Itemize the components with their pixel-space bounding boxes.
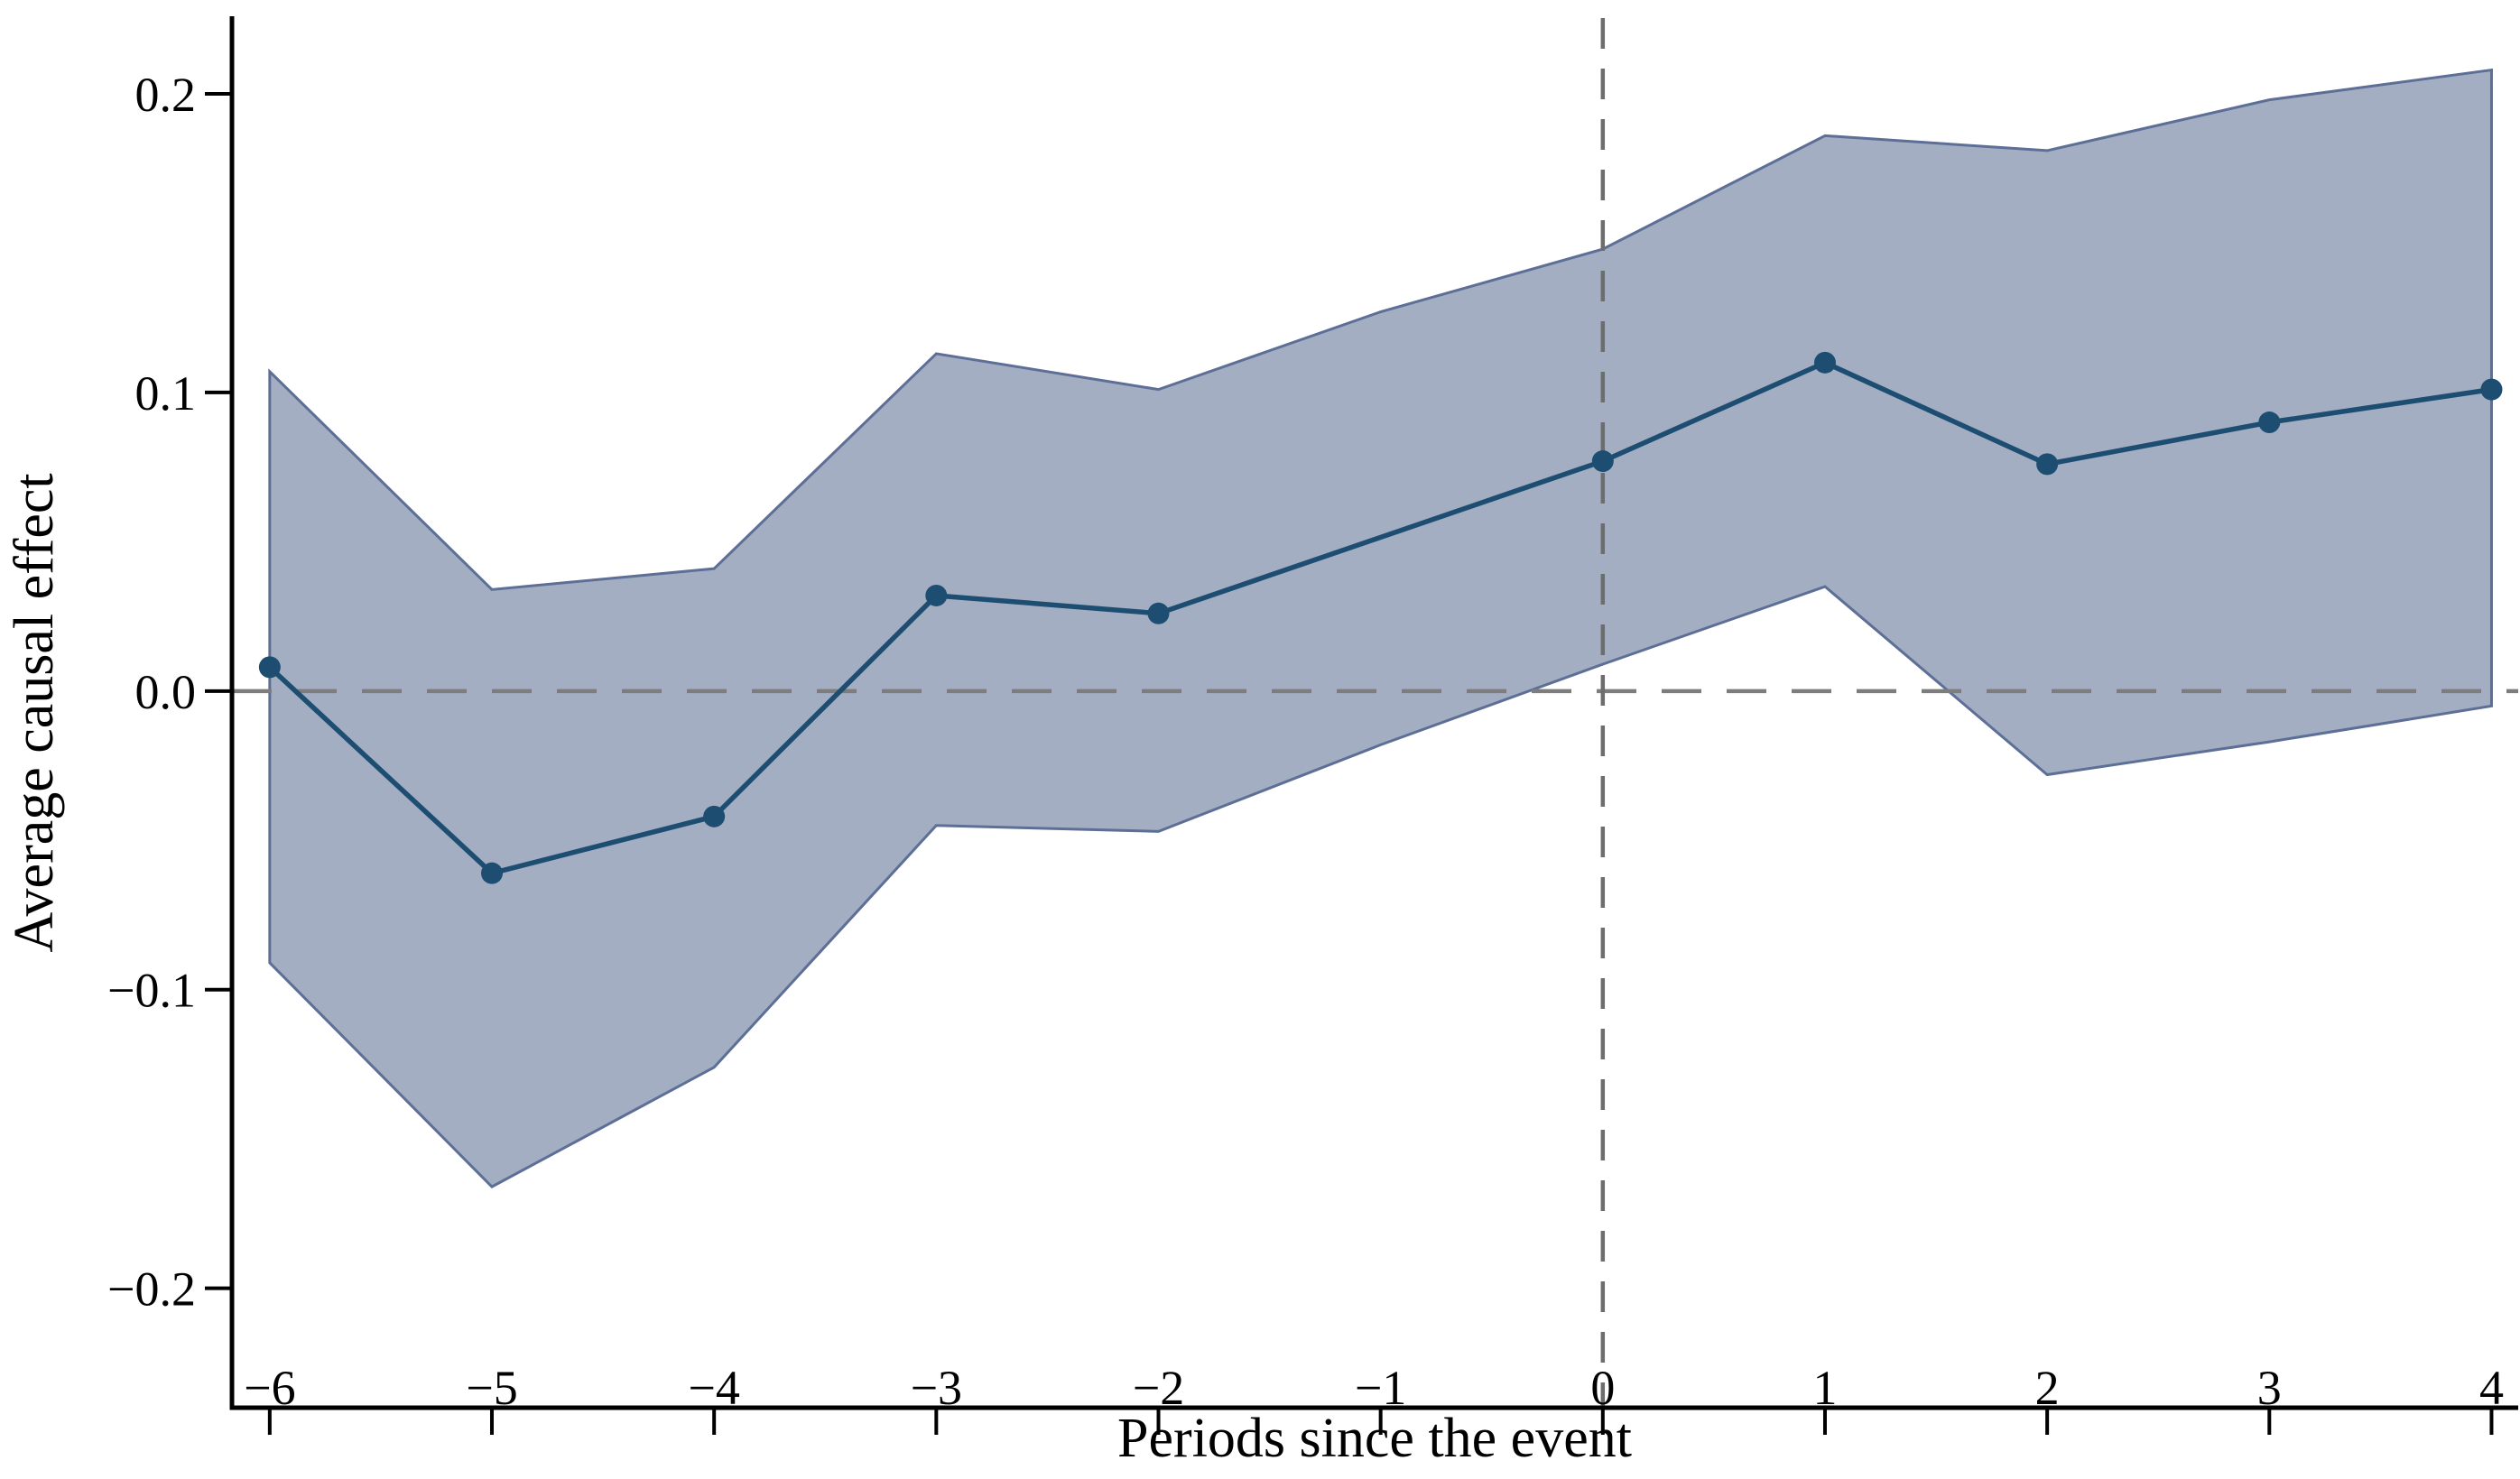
confidence-band (268, 68, 2493, 1188)
estimate-marker (258, 656, 281, 679)
reference-lines-layer (232, 18, 2518, 1406)
y-tick-label: 0.0 (135, 665, 197, 719)
series-layer (258, 351, 2503, 884)
estimate-line (267, 360, 2492, 876)
x-tick-label: −3 (911, 1361, 962, 1415)
y-tick-label: −0.1 (107, 964, 196, 1018)
x-tick-label: 2 (2035, 1361, 2060, 1415)
y-axis-title: Average causal effect (4, 473, 65, 952)
x-axis-title: Periods since the event (1117, 1408, 1632, 1469)
x-tick-label: −1 (1355, 1361, 1406, 1415)
y-tick-label: −0.2 (107, 1262, 196, 1317)
x-tick-label: 3 (2257, 1361, 2282, 1415)
axes-layer: 0.2 0.1 0.0 −0.1 −0.2 −6 −5 −4 −3 −2 −1 0 1 2 3 4 (107, 16, 2518, 1435)
x-tick-label: 1 (1812, 1361, 1837, 1415)
x-tick-label: −5 (466, 1361, 517, 1415)
estimate-marker (2480, 378, 2503, 401)
estimate-marker (481, 862, 504, 884)
estimate-marker (2036, 453, 2059, 476)
estimate-marker (1147, 602, 1170, 624)
x-tick-label: −4 (688, 1361, 739, 1415)
confidence-band-layer (268, 68, 2493, 1188)
x-tick-label: −2 (1133, 1361, 1184, 1415)
estimate-marker (1591, 450, 1614, 473)
estimate-marker (703, 805, 726, 827)
estimate-marker (2258, 411, 2281, 434)
y-tick-label: 0.1 (135, 366, 197, 421)
x-tick-label: 0 (1590, 1361, 1615, 1415)
y-tick-label: 0.2 (135, 68, 197, 122)
estimate-marker (1813, 351, 1836, 374)
x-tick-label: 4 (2479, 1361, 2504, 1415)
x-tick-label: −6 (244, 1361, 295, 1415)
estimate-marker (925, 584, 948, 606)
